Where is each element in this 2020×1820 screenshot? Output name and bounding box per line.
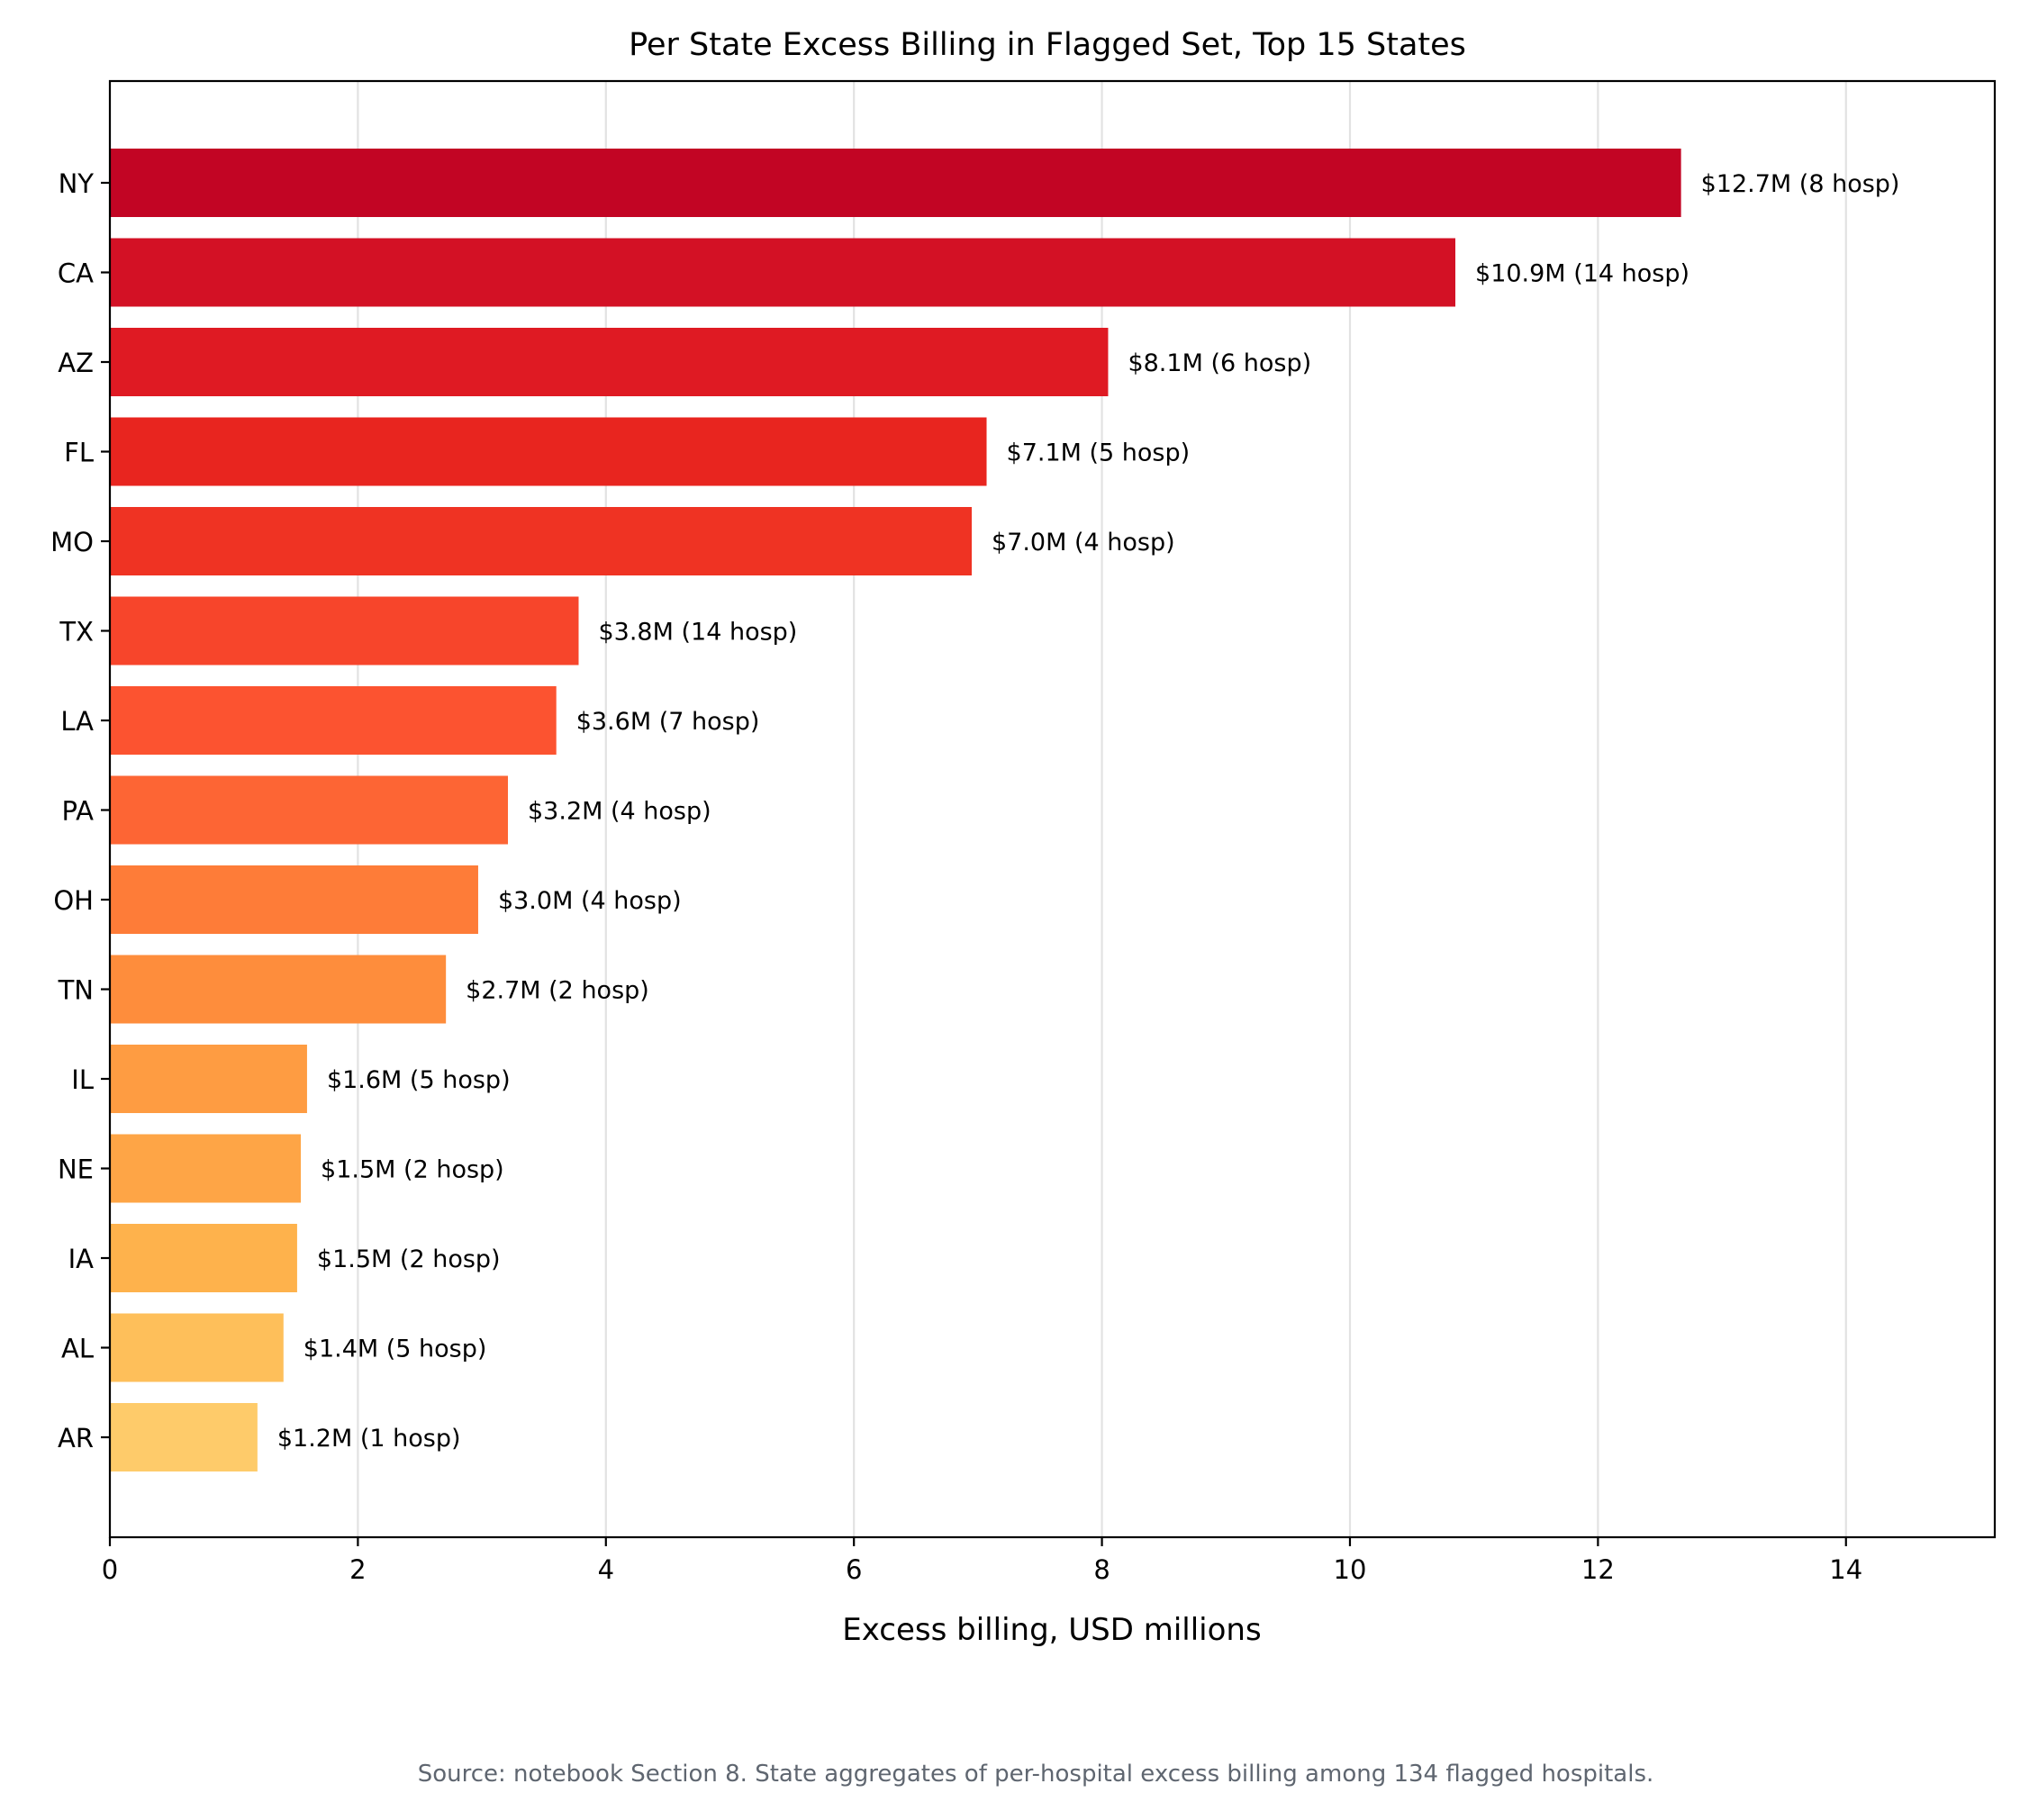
bar-ca — [110, 238, 1456, 307]
y-tick-label: MO — [50, 527, 94, 557]
y-tick-label: FL — [64, 438, 94, 468]
y-tick-label: TN — [58, 975, 94, 1006]
y-tick-label: AZ — [58, 348, 94, 378]
x-tick-label: 0 — [102, 1554, 118, 1585]
bar-labels: $12.7M (8 hosp) $10.9M (14 hosp) $8.1M (6 … — [277, 170, 1900, 1453]
y-tick-label: PA — [62, 796, 95, 827]
bars — [110, 149, 1681, 1471]
bar-fl — [110, 417, 987, 486]
x-axis-ticks: 0 2 4 6 8 10 12 14 — [102, 1537, 1862, 1585]
y-tick-label: AL — [61, 1334, 94, 1364]
bar-value-label: $1.5M (2 hosp) — [321, 1156, 504, 1184]
y-tick-label: LA — [60, 706, 94, 737]
bar-value-label: $3.0M (4 hosp) — [498, 887, 682, 915]
source-note: Source: notebook Section 8. State aggreg… — [418, 1761, 1654, 1788]
y-tick-label: IA — [68, 1244, 95, 1274]
y-tick-label: OH — [53, 885, 94, 916]
bar-value-label: $3.2M (4 hosp) — [528, 798, 711, 826]
bar-ne — [110, 1134, 302, 1203]
chart-title: Per State Excess Billing in Flagged Set,… — [629, 27, 1466, 63]
bar-tn — [110, 955, 447, 1024]
bar-value-label: $2.7M (2 hosp) — [466, 977, 649, 1005]
bar-value-label: $1.2M (1 hosp) — [277, 1425, 461, 1453]
bar-ar — [110, 1403, 258, 1471]
x-tick-label: 12 — [1581, 1554, 1615, 1585]
grid-lines — [357, 81, 1847, 1537]
x-tick-label: 4 — [598, 1554, 614, 1585]
bar-al — [110, 1313, 284, 1382]
bar-value-label: $1.5M (2 hosp) — [317, 1245, 501, 1273]
y-tick-label: NY — [59, 168, 95, 199]
x-axis-label: Excess billing, USD millions — [842, 1612, 1261, 1648]
bar-value-label: $12.7M (8 hosp) — [1701, 170, 1900, 198]
bar-ny — [110, 149, 1681, 217]
bar-pa — [110, 775, 509, 845]
bar-value-label: $1.6M (5 hosp) — [327, 1066, 511, 1094]
bar-value-label: $3.6M (7 hosp) — [576, 708, 760, 736]
bar-tx — [110, 596, 579, 666]
bar-mo — [110, 507, 972, 575]
bar-value-label: $10.9M (14 hosp) — [1475, 260, 1689, 288]
bar-value-label: $3.8M (14 hosp) — [598, 619, 797, 647]
bar-la — [110, 686, 557, 755]
y-axis-ticks: NY CA AZ FL MO TX LA PA OH TN IL NE IA AL AR — [50, 168, 110, 1453]
x-tick-label: 14 — [1829, 1554, 1862, 1585]
bar-value-label: $1.4M (5 hosp) — [303, 1336, 487, 1363]
y-tick-label: CA — [58, 258, 94, 289]
bar-value-label: $7.0M (4 hosp) — [992, 529, 1175, 557]
bar-oh — [110, 865, 478, 934]
x-tick-label: 8 — [1093, 1554, 1110, 1585]
bar-az — [110, 328, 1109, 396]
y-tick-label: IL — [71, 1064, 94, 1095]
y-tick-label: NE — [58, 1154, 94, 1185]
y-tick-label: AR — [58, 1423, 94, 1453]
bar-ia — [110, 1224, 297, 1292]
bar-value-label: $8.1M (6 hosp) — [1128, 349, 1311, 377]
x-tick-label: 6 — [846, 1554, 862, 1585]
y-tick-label: TX — [59, 617, 94, 647]
bar-il — [110, 1045, 307, 1113]
bar-value-label: $7.1M (5 hosp) — [1007, 439, 1191, 467]
x-tick-label: 2 — [349, 1554, 366, 1585]
x-tick-label: 10 — [1334, 1554, 1367, 1585]
